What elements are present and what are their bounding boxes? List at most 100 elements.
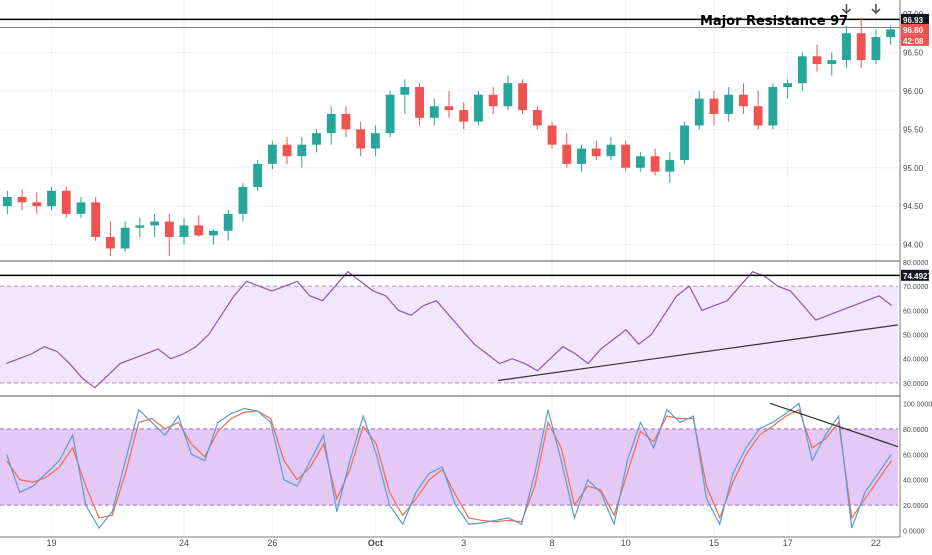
rsi-trendline: [497, 324, 899, 382]
candle-body: [459, 110, 469, 122]
candle-body: [297, 144, 307, 157]
candle-body: [47, 190, 56, 207]
candle-body: [400, 87, 410, 95]
candle-body: [503, 83, 513, 107]
candle-body: [76, 202, 86, 214]
candle-body: [2, 196, 12, 207]
candle-body: [797, 56, 807, 84]
candle-body: [341, 113, 351, 130]
candle-body: [91, 202, 101, 237]
candle-body: [562, 144, 572, 164]
x-tick-label: 24: [179, 538, 189, 548]
x-tick-label: 22: [871, 538, 881, 548]
stoch-tick-label: 60.0000: [903, 452, 928, 459]
rsi-line: [6, 270, 893, 389]
candle-body: [164, 221, 174, 237]
candle-body: [370, 133, 380, 149]
stoch-tick-label: 100.0000: [903, 401, 932, 408]
candle-body: [724, 94, 734, 114]
candle-body: [635, 156, 645, 168]
rsi-tick-label: 30.0000: [903, 381, 928, 388]
rsi-panel: [0, 270, 900, 389]
stoch-k-line: [6, 402, 892, 530]
price-tick-label: 94.50: [903, 202, 924, 211]
countdown-badge: 42:08: [903, 37, 924, 46]
stoch-tick-label: 40.0000: [903, 478, 928, 485]
candle-body: [150, 221, 159, 226]
candle-body: [61, 190, 71, 214]
candle-body: [267, 144, 277, 164]
price-tick-label: 95.00: [903, 164, 924, 173]
candle-body: [694, 98, 704, 126]
rsi-marker-badge: 74.4927: [903, 272, 932, 281]
stochastic-panel: [6, 402, 899, 530]
candle-body: [356, 129, 366, 149]
candle-body: [179, 225, 189, 237]
last-price-badge-bg: [901, 23, 929, 35]
candle-body: [577, 148, 586, 164]
indicator-bands: [0, 285, 898, 506]
candle-body: [120, 227, 130, 249]
resistance-price-badge: 96.93: [903, 16, 924, 25]
stoch-tick-label: 80.0000: [903, 427, 928, 434]
candle-body: [385, 94, 395, 134]
candle-body: [474, 94, 483, 122]
stoch-tick-label: 0.0000: [903, 529, 925, 536]
candle-body: [842, 33, 851, 61]
gridlines: [0, 0, 898, 537]
stoch-tick-label: 20.0000: [903, 503, 928, 510]
candle-body: [783, 83, 793, 88]
candle-body: [223, 213, 233, 231]
candle-body: [532, 110, 542, 126]
candle-body: [326, 113, 336, 134]
candle-body: [680, 125, 689, 161]
last-price-badge: 96.80: [903, 26, 924, 35]
rsi-band: [0, 286, 898, 383]
candle-body: [238, 186, 248, 214]
x-tick-label: Oct: [368, 538, 383, 548]
x-tick-label: 3: [461, 538, 466, 548]
candle-body: [871, 37, 881, 61]
candle-body: [621, 144, 631, 168]
rsi-tick-label: 50.0000: [903, 333, 928, 340]
candle-body: [827, 60, 837, 64]
price-panel: [0, 4, 900, 257]
down-arrow-icon: [841, 4, 852, 15]
candle-body: [253, 163, 263, 187]
candle-body: [444, 106, 454, 111]
price-tick-label: 94.00: [903, 241, 924, 250]
candle-body: [194, 225, 204, 236]
stoch-trendline: [769, 402, 899, 448]
candle-body: [415, 87, 424, 118]
candle-body: [812, 56, 822, 64]
resistance-annotation: Major Resistance 97: [700, 14, 848, 29]
x-tick-label: 19: [47, 538, 57, 548]
x-tick-label: 26: [267, 538, 277, 548]
candle-body: [665, 160, 675, 172]
candle-body: [591, 148, 601, 157]
stoch-band: [0, 428, 898, 506]
stoch-d-line: [6, 408, 892, 523]
countdown-badge-bg: [901, 34, 929, 46]
candle-body: [886, 29, 896, 38]
rsi-tick-label: 80.0000: [903, 260, 928, 267]
candle-body: [547, 125, 557, 145]
price-tick-label: 96.50: [903, 48, 924, 57]
x-tick-label: 17: [783, 538, 793, 548]
price-tick-label: 96.00: [903, 87, 924, 96]
x-tick-label: 10: [621, 538, 631, 548]
candle-body: [32, 202, 42, 207]
candle-body: [488, 94, 498, 107]
rsi-marker-badge-bg: [901, 269, 929, 281]
candle-body: [856, 33, 866, 61]
candle-body: [753, 106, 763, 126]
x-tick-label: 8: [550, 538, 555, 548]
candle-body: [739, 94, 748, 107]
candle-body: [135, 225, 145, 228]
x-tick-label: 15: [709, 538, 719, 548]
rsi-tick-label: 60.0000: [903, 308, 928, 315]
candle-body: [312, 133, 321, 145]
